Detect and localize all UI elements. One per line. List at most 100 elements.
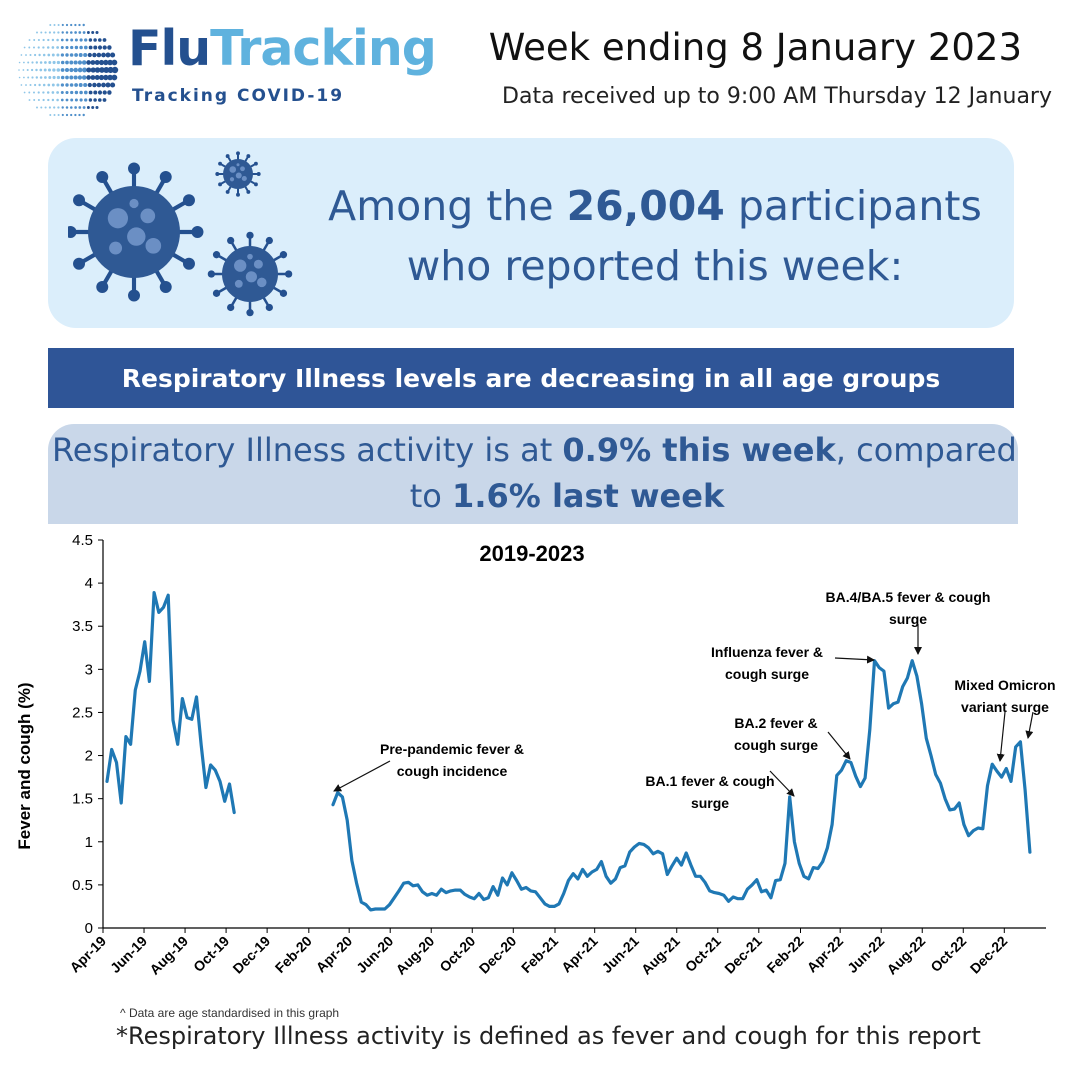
globe-dot — [111, 74, 118, 81]
virus-spike-tip — [207, 270, 215, 278]
globe-dot — [78, 113, 81, 117]
x-tick-label: Oct-19 — [190, 933, 232, 975]
x-tick-label: Aug-20 — [392, 933, 437, 978]
annotation-label-line: Pre-pandemic fever & — [380, 741, 524, 757]
globe-dot — [101, 82, 106, 88]
globe-dot — [40, 106, 43, 109]
globe-dot — [60, 38, 64, 42]
participants-panel — [48, 138, 1014, 328]
globe-dot — [87, 52, 92, 58]
globe-dot — [70, 38, 74, 42]
virus-spike-tip — [227, 236, 235, 245]
globe-dot — [79, 98, 83, 102]
globe-dot — [40, 31, 43, 34]
virus-spike-tip — [96, 171, 109, 184]
globe-dot — [34, 53, 37, 57]
x-tick-label: Aug-22 — [883, 933, 928, 978]
globe-dot — [105, 52, 111, 58]
virus-spike-tip — [246, 154, 251, 159]
participants-line2: who reported this week: — [406, 242, 904, 290]
globe-dot — [51, 53, 55, 57]
globe-dot — [42, 46, 45, 49]
globe-dot — [57, 106, 60, 109]
globe-dot — [98, 74, 105, 81]
globe-dot — [74, 45, 79, 50]
activity-last-week: 1.6% last week — [452, 477, 725, 515]
globe-dot — [88, 45, 93, 50]
globe-dot — [65, 90, 69, 95]
virus-spike-tip — [246, 231, 254, 239]
series-line — [105, 591, 236, 815]
globe-dot — [56, 83, 60, 87]
x-tick-label: Apr-20 — [313, 933, 356, 976]
globe-dot — [31, 76, 34, 79]
annotation-label: BA.2 fever & cough surge — [734, 715, 818, 753]
globe-dot — [47, 38, 50, 42]
globe-dot — [39, 61, 43, 64]
globe-dot — [47, 53, 51, 57]
globe-dot — [42, 98, 45, 102]
globe-dot — [18, 61, 21, 64]
globe-dot — [69, 83, 74, 87]
x-tick-label: Feb-22 — [763, 933, 806, 976]
globe-dot — [61, 106, 64, 109]
globe-dot — [47, 98, 50, 102]
week-ending-title: Week ending 8 January 2023 — [488, 26, 1022, 69]
annotation-label: BA.4/BA.5 fever & cough surge — [826, 589, 991, 627]
globe-dot — [107, 74, 113, 81]
globe-dot — [101, 52, 106, 58]
virus-spike-tip — [73, 194, 86, 207]
globe-dot — [42, 83, 46, 87]
globe-dot — [79, 90, 83, 95]
globe-dot — [90, 60, 96, 65]
globe-dot — [82, 31, 86, 34]
globe-dot — [44, 31, 47, 34]
annotation-arrow — [827, 731, 851, 760]
globe-dot — [95, 30, 99, 35]
globe-dot — [77, 67, 83, 73]
annotation-label-line: surge — [691, 795, 729, 811]
globe-dot — [105, 82, 111, 88]
participants-prefix: Among the — [328, 182, 567, 230]
fever-cough-chart: 00.511.522.533.544.5 Apr-19Jun-19Aug-19O… — [15, 532, 1056, 978]
annotation-label-line: cough incidence — [397, 763, 508, 779]
globe-dot — [92, 82, 97, 88]
globe-dot — [48, 61, 52, 64]
globe-dot — [94, 67, 101, 73]
virus-spot — [247, 253, 253, 260]
globe-dot — [23, 91, 26, 94]
globe-dot — [73, 75, 78, 80]
globe-dot — [82, 106, 86, 109]
globe-dot — [18, 69, 20, 71]
annotation-arrow — [1025, 711, 1034, 739]
globe-dot — [107, 66, 114, 74]
globe-dot — [74, 113, 77, 117]
globe-dot — [65, 53, 69, 57]
globe-dot — [60, 53, 65, 57]
globe-dot — [86, 75, 91, 80]
globe-dot — [30, 68, 34, 72]
globe-dot — [70, 23, 73, 27]
annotation-label-line: Mixed Omicron — [954, 677, 1055, 693]
globe-dot — [47, 68, 52, 72]
globe-dot — [51, 98, 55, 102]
x-tick-label: Dec-19 — [229, 933, 273, 977]
globe-dot — [39, 68, 43, 72]
globe-dot — [102, 98, 107, 102]
globe-dot — [65, 45, 69, 50]
globe-dot — [44, 106, 47, 109]
virus-spike-tip — [279, 289, 288, 297]
globe-dot — [70, 113, 73, 117]
globe-dot — [78, 53, 83, 57]
virus-spike-tip — [159, 171, 172, 184]
globe-dot — [20, 54, 23, 56]
globe-dot — [18, 76, 21, 79]
participants-statement: Among the 26,004 participants who report… — [300, 176, 1010, 296]
x-tick-label: Dec-21 — [721, 933, 765, 977]
globe-dot — [97, 98, 102, 102]
globe-dot — [53, 23, 56, 27]
globe-dot — [25, 84, 27, 86]
globe-dot — [23, 46, 26, 49]
globe-dot — [28, 39, 31, 41]
globe-dot — [22, 69, 25, 71]
